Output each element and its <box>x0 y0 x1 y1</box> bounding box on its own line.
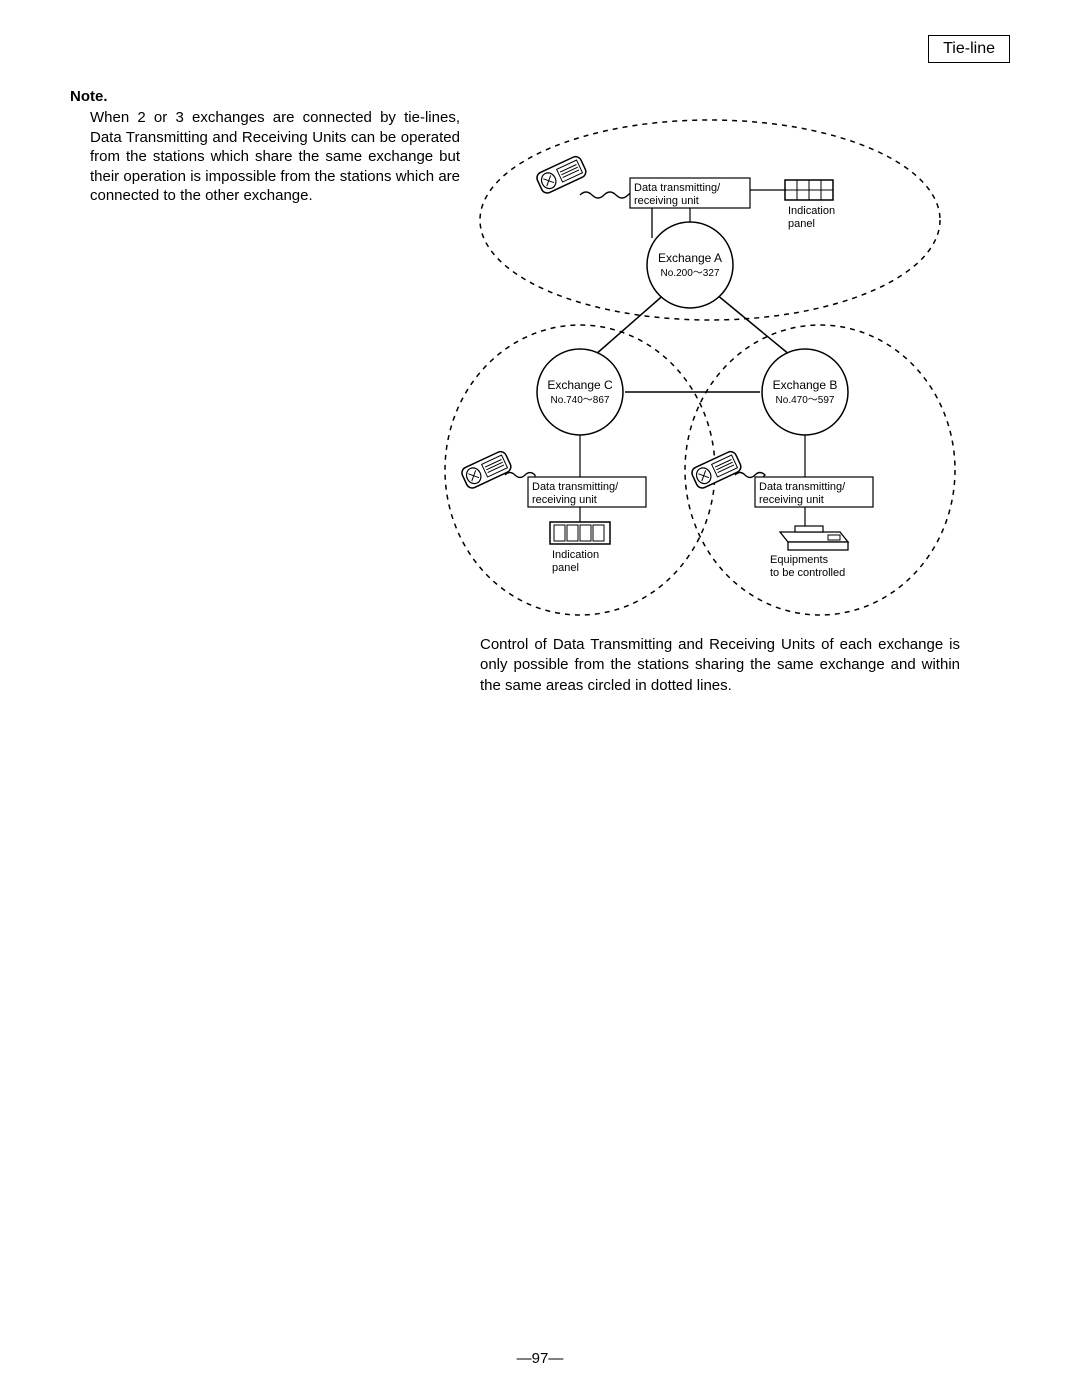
dtru-a-line1: Data transmitting/ <box>634 182 721 194</box>
exchange-c-range: No.740～867 <box>551 395 610 406</box>
handset-c-icon <box>460 450 513 490</box>
indication-panel-a-icon <box>785 180 833 200</box>
handset-a-icon <box>535 155 588 195</box>
exchange-a-node <box>647 222 733 308</box>
dtru-a-line2: receiving unit <box>634 195 699 207</box>
dtru-c-line1: Data transmitting/ <box>532 481 619 493</box>
equip-line1: Equipments <box>770 554 829 566</box>
page-number: —97— <box>0 1350 1080 1367</box>
dtru-b-line1: Data transmitting/ <box>759 481 846 493</box>
handset-b-icon <box>690 450 743 490</box>
exchange-c-node <box>537 349 623 435</box>
exchange-c-name: Exchange C <box>547 378 613 392</box>
equipments-icon <box>780 526 848 550</box>
panel-c-line2: panel <box>552 562 579 574</box>
panel-c-line1: Indication <box>552 549 599 561</box>
header-tag-box: Tie-line <box>928 35 1010 63</box>
exchange-a-range: No.200～327 <box>661 268 720 279</box>
dtru-b-line2: receiving unit <box>759 494 824 506</box>
equip-line2: to be controlled <box>770 567 845 579</box>
exchange-b-name: Exchange B <box>773 378 838 392</box>
exchange-a-name: Exchange A <box>658 251 722 265</box>
panel-a-line2: panel <box>788 218 815 230</box>
indication-panel-c-icon <box>550 522 610 544</box>
diagram-caption: Control of Data Transmitting and Receivi… <box>480 635 960 696</box>
note-body: When 2 or 3 exchanges are connected by t… <box>90 108 460 206</box>
note-heading: Note. <box>70 88 108 105</box>
header-tag-text: Tie-line <box>943 40 995 57</box>
panel-a-line1: Indication <box>788 205 835 217</box>
tie-line-diagram: Exchange A No.200～327 Exchange C No.740～… <box>440 110 970 620</box>
exchange-b-node <box>762 349 848 435</box>
page: Tie-line Note. When 2 or 3 exchanges are… <box>0 0 1080 1397</box>
exchange-b-range: No.470～597 <box>776 395 835 406</box>
dtru-c-line2: receiving unit <box>532 494 597 506</box>
